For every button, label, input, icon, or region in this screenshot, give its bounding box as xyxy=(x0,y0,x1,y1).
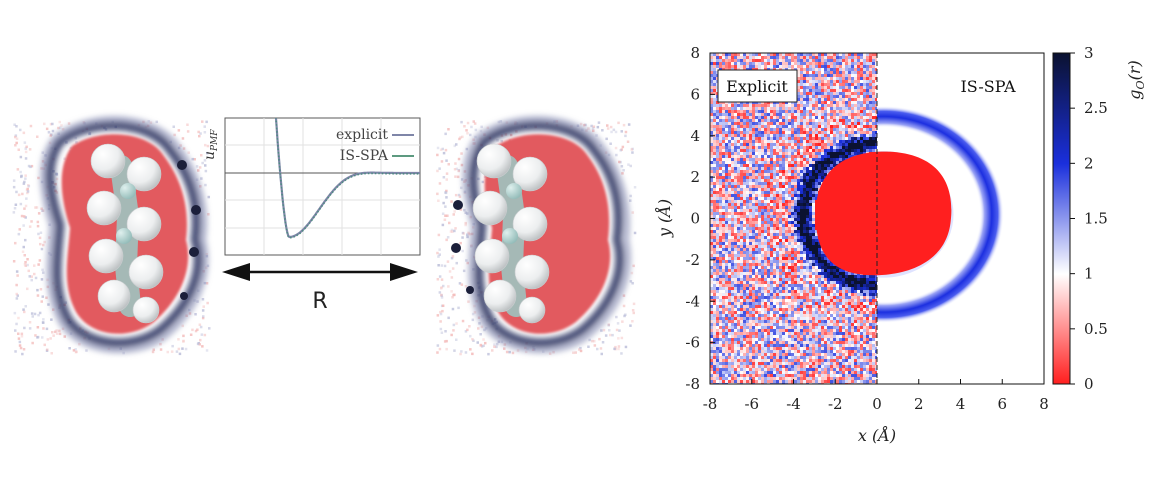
is-spa-region-label: IS-SPA xyxy=(960,77,1016,96)
x-tick-label: 8 xyxy=(1039,395,1049,413)
colorbar-tick-label: 2 xyxy=(1084,154,1094,172)
x-axis-label: x (Å) xyxy=(858,425,896,445)
y-tick-label: -8 xyxy=(685,375,700,393)
colorbar-ticks: 0 0.5 1 1.5 2 2.5 3 xyxy=(1070,44,1108,393)
colorbar-label: gO(r) xyxy=(1125,60,1147,99)
y-tick-label: 4 xyxy=(690,127,700,145)
left-molecule-density-image xyxy=(12,116,211,356)
y-tick-label: 2 xyxy=(690,168,700,186)
inset-frame xyxy=(224,117,421,256)
y-tick-label: 8 xyxy=(690,44,700,62)
x-tick-label: 4 xyxy=(956,395,966,413)
x-tick-label: -2 xyxy=(828,395,843,413)
x-tick-label: -4 xyxy=(786,395,801,413)
colorbar-tick-label: 0.5 xyxy=(1084,320,1108,338)
right-atom-dots xyxy=(451,200,474,294)
inset-ylabel: uPMF xyxy=(202,129,220,160)
y-tick-label: -2 xyxy=(685,251,700,269)
left-panel-molecule-illustration: uPMF explicit IS-SPA R xyxy=(12,115,637,356)
colorbar-tick-label: 1.5 xyxy=(1084,210,1108,228)
density-heatmap-panel: Explicit IS-SPA -8 -6 -4 -2 0 2 4 6 8 86420-2-4-… xyxy=(654,44,1147,445)
colorbar-tick-label: 0 xyxy=(1084,375,1094,393)
x-tick-label: 6 xyxy=(997,395,1007,413)
left-solvation-shell xyxy=(40,116,209,354)
legend-is-spa-label: IS-SPA xyxy=(340,148,389,164)
right-molecule-density-image xyxy=(436,115,637,356)
pmf-inset-plot: uPMF explicit IS-SPA xyxy=(202,117,421,256)
solute-excluded-core xyxy=(815,151,952,276)
explicit-region-label: Explicit xyxy=(726,77,788,96)
y-tick-label: -4 xyxy=(685,292,700,310)
inset-gridlines xyxy=(225,118,420,255)
legend-explicit-label: explicit xyxy=(336,127,388,143)
x-tick-label: 0 xyxy=(872,395,882,413)
y-tick-label: 0 xyxy=(690,210,700,228)
y-axis-label: y (Å) xyxy=(654,199,674,238)
colorbar-tick-label: 3 xyxy=(1084,44,1094,62)
x-axis-ticks: -8 -6 -4 -2 0 2 4 6 8 xyxy=(703,379,1049,413)
explicit-label-box xyxy=(717,69,798,103)
right-molecule-atoms xyxy=(472,143,550,324)
y-tick-label: -6 xyxy=(685,334,700,352)
colorbar-tick-label: 2.5 xyxy=(1084,99,1108,117)
y-tick-label: 6 xyxy=(690,85,700,103)
x-tick-label: -6 xyxy=(744,395,759,413)
right-solvation-shell xyxy=(462,115,632,354)
distance-label-r: R xyxy=(312,289,327,314)
distance-double-arrow xyxy=(222,263,418,281)
left-atom-dots xyxy=(177,160,201,300)
x-tick-label: 2 xyxy=(914,395,924,413)
pmf-curve-explicit xyxy=(274,118,420,239)
left-molecule-atoms xyxy=(86,143,164,324)
colorbar-tick-label: 1 xyxy=(1084,265,1094,283)
colorbar xyxy=(1052,52,1071,385)
y-axis-ticks: 8 6 4 2 0 -2 -4 -6 -8 xyxy=(685,44,715,393)
x-tick-label: -8 xyxy=(703,395,718,413)
